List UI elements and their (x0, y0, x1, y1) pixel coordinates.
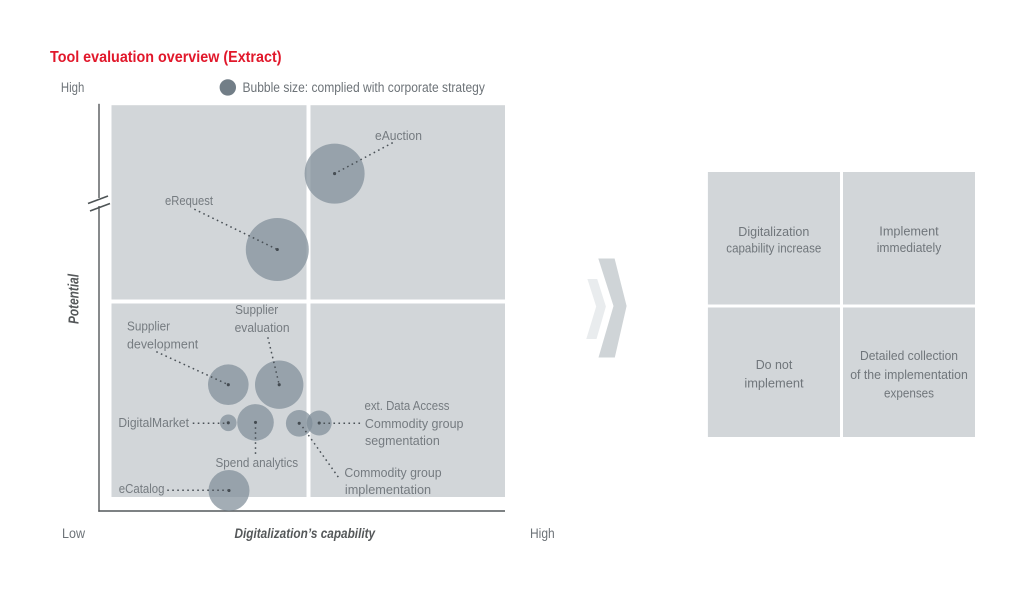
svg-text:Implement: Implement (879, 225, 939, 239)
svg-text:Low: Low (62, 526, 85, 541)
svg-text:eRequest: eRequest (165, 194, 213, 208)
svg-text:expenses: expenses (884, 387, 934, 401)
svg-text:Supplier: Supplier (235, 303, 278, 317)
svg-text:implement: implement (744, 377, 804, 391)
svg-text:Supplier: Supplier (127, 320, 170, 334)
svg-text:Commodity group: Commodity group (365, 417, 464, 431)
svg-text:ext. Data Access: ext. Data Access (365, 399, 450, 413)
svg-text:evaluation: evaluation (235, 321, 290, 335)
svg-text:Bubble size: complied with cor: Bubble size: complied with corporate str… (243, 80, 486, 95)
svg-text:immediately: immediately (877, 241, 942, 255)
svg-text:eAuction: eAuction (375, 129, 422, 143)
svg-text:Digitalization: Digitalization (738, 225, 809, 239)
svg-text:Potential: Potential (66, 273, 83, 324)
svg-text:development: development (127, 338, 199, 352)
svg-text:implementation: implementation (345, 483, 431, 497)
svg-text:Tool evaluation overview (Extr: Tool evaluation overview (Extract) (50, 49, 282, 66)
svg-text:of the implementation: of the implementation (850, 368, 968, 382)
svg-text:High: High (61, 80, 84, 95)
svg-text:eCatalog: eCatalog (119, 482, 165, 496)
svg-text:segmentation: segmentation (365, 434, 440, 448)
svg-text:Spend analytics: Spend analytics (216, 456, 299, 470)
svg-text:Detailed collection: Detailed collection (860, 349, 958, 363)
svg-text:DigitalMarket: DigitalMarket (118, 416, 189, 430)
svg-text:Commodity group: Commodity group (344, 466, 441, 480)
svg-text:Do not: Do not (756, 358, 793, 372)
svg-text:capability increase: capability increase (726, 241, 821, 255)
svg-text:Digitalization’s capability: Digitalization’s capability (235, 526, 377, 541)
svg-text:High: High (530, 526, 555, 541)
